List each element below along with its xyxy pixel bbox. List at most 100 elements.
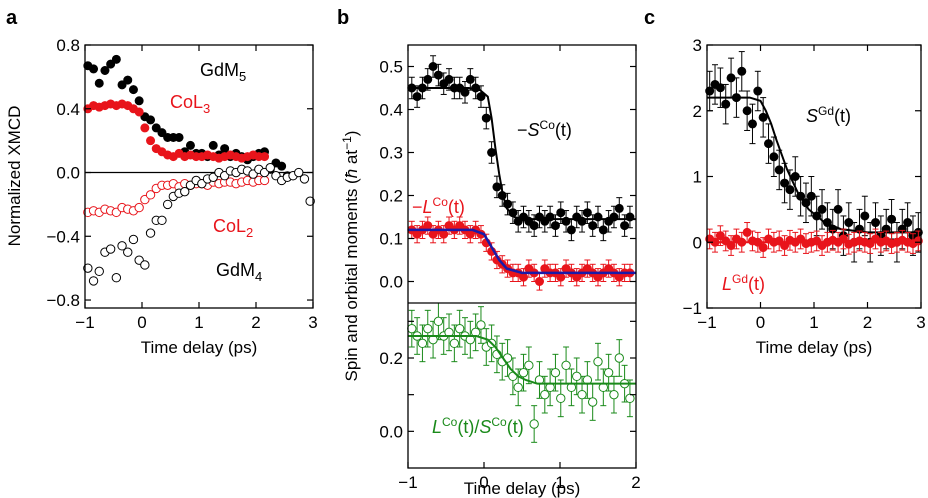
panel-b-top-series-0-point [492,182,502,192]
panel-c-series-0-point [806,191,816,201]
panel-c-series-1-point [758,243,768,253]
panel-b-bottom-ytick-label: 0.0 [379,422,403,441]
panel-b-top-series-0-point [556,208,566,218]
label-col3: CoL3 [170,92,210,116]
panel-c-series-1-point [715,231,725,241]
panel-b-bottom-series-0-point [449,338,460,349]
panel-c-xtick-label: −1 [697,313,716,332]
panel-c: −1 0 1 2 3 −1 0 1 2 3 Time delay (ps) SGd(t) LGd(… [683,36,926,357]
label-neg-l-co: −LCo(t) [412,195,465,217]
panel-b-bottom-series-0-point [625,393,635,404]
panel-b-xtick-label: 2 [631,473,640,492]
panel-a-gdm4-point [105,244,116,254]
panel-c-series-0-point [737,66,747,76]
panel-a-col3-point [260,152,270,162]
panel-b-top-series-1-point [556,272,566,282]
label-gdm5: GdM5 [200,60,246,84]
panel-a-gdm5-point [94,78,104,88]
panel-b-top-ytick-label: 0.4 [379,101,403,120]
panel-a-ylabel: Normalized XMCD [5,106,24,247]
panel-b-xtick-label: −1 [398,473,417,492]
panel-c-series-0-point [817,204,827,214]
panel-b-top-series-0-point [460,87,470,97]
panel-b-top-series-0-point [433,70,443,80]
panel-b-frame [407,44,637,469]
panel-b-top-ytick-label: 0.5 [379,58,403,77]
label-gdm4: GdM4 [216,260,262,284]
panel-b-xlabel: Time delay (ps) [464,479,581,498]
panel-a-col2-point [134,202,144,213]
panel-a-plot-area [83,54,315,286]
label-col2: CoL2 [213,216,253,240]
panel-letter-a: a [6,7,18,29]
panel-c-series-0-point [833,204,843,214]
panel-b-bottom-series-0-point [587,397,598,407]
panel-a-gdm4-point [180,186,190,197]
panel-a-xlabel: Time delay (ps) [141,338,258,357]
panel-b-bottom-series-0-point [572,371,582,382]
panel-b-bottom-series-0-point [603,367,614,378]
panel-b-xtick-label: 1 [555,473,564,492]
panel-b-top-ytick-label: 0.2 [379,187,403,206]
panel-a-gdm4-point [157,215,167,226]
panel-b-bottom-series-0-point [513,382,523,393]
panel-a-gdm5-point [134,96,144,106]
panel-a-gdm4-point [128,234,139,245]
panel-a-gdm5-point [123,75,133,85]
panel-b-top-series-1-point [519,272,529,282]
panel-a-gdm4-point [140,260,150,270]
panel-b-bottom-series-0-point [593,356,603,367]
panel-a-gdm5-point [100,66,110,76]
panel-b-bottom-series-0-point [417,338,428,349]
panel-c-series-0-point [785,185,795,195]
panel-b-bottom-series-0-point [529,419,539,429]
panel-c-series-0-point [860,211,870,221]
panel-b-top-plot-area [407,55,636,291]
panel-a-gdm4-point [294,167,304,178]
panel-b-bottom-series-0-point [556,393,566,404]
panel-b-bottom-series-0-point [614,353,624,363]
panel-b-top-series-1-point [534,276,544,286]
panel-a-xtick-label: 0 [137,313,146,332]
panel-c-ytick-label: 1 [693,168,702,187]
panel-a-xtick-label: 2 [251,313,260,332]
panel-c-series-0-point [764,139,774,149]
panel-b-top-series-0-point [550,221,560,231]
panel-a-gdm4-point [305,196,315,206]
panel-a-col3-point [134,107,144,117]
panel-b-top-series-0-fit-line [408,87,636,221]
panel-c-series-1-point [742,227,752,237]
panel-c-ytick-label: 3 [693,36,702,55]
panel-b-bottom-series-0-point [609,389,619,400]
label-neg-s-co: −SCo(t) [517,118,572,140]
panel-c-series-0-point [747,119,757,129]
panel-b-top-series-0-point [428,61,438,71]
panel-b-top-series-0-point [508,208,518,218]
panel-c-series-0-point [753,86,763,96]
panel-a-gdm5-point [128,85,138,95]
panel-a-gdm5-point [185,140,195,150]
panel-b-top-series-0-point [465,74,475,84]
panel-a-ytick-label: −0.4 [46,227,80,246]
panel-b-top-series-0-point [598,225,608,235]
panel-c-xtick-label: 2 [863,313,872,332]
panel-a-gdm4-point [88,276,99,286]
panel-a-gdm4-point [83,263,93,273]
panel-b-top-series-0-point [487,148,497,158]
panel-b-bottom-series-0-point [577,389,587,400]
label-s-gd: SGd(t) [806,104,851,126]
panel-a-gdm4-point [145,228,156,238]
panel-b-bottom-series-0-point [561,360,571,371]
panel-c-series-0-point [774,165,784,175]
panel-c-xlabel: Time delay (ps) [756,338,873,357]
panel-a-ytick-label: −0.8 [46,291,80,310]
panel-a-col2-point [259,175,270,186]
panel-b-bottom-series-0-point [433,316,444,327]
panel-a-col3-point [140,123,150,133]
panel-c-ytick-label: 2 [693,102,702,121]
panel-c-series-0-point [742,106,752,116]
panel-b-bottom-ytick-label: 0.2 [379,349,403,368]
panel-b-bottom-series-0-point [540,389,550,400]
panel-a-gdm4-point [162,199,173,210]
